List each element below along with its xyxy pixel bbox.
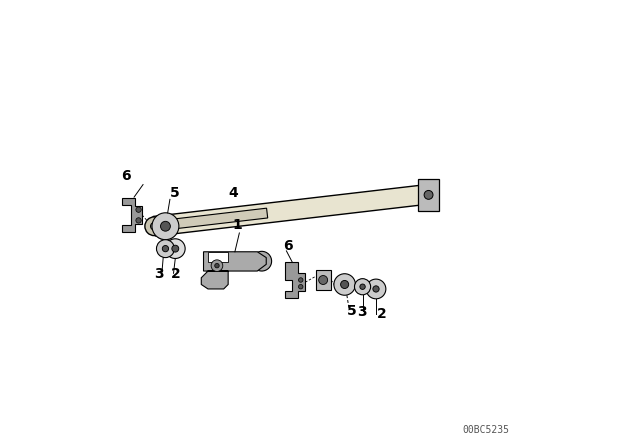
Polygon shape [419,179,439,211]
Circle shape [150,223,158,230]
Polygon shape [208,252,228,262]
Circle shape [298,278,303,282]
Circle shape [136,207,141,212]
Circle shape [334,274,355,295]
Circle shape [145,217,164,236]
Text: 5: 5 [170,186,180,200]
Text: 4: 4 [228,186,238,200]
Polygon shape [202,252,266,289]
Circle shape [373,286,379,292]
Circle shape [424,190,433,199]
Polygon shape [153,185,424,236]
Circle shape [161,221,170,231]
Circle shape [165,239,185,258]
Circle shape [211,260,223,271]
Circle shape [319,276,328,284]
Polygon shape [154,208,268,231]
Polygon shape [285,262,305,298]
Polygon shape [150,185,423,217]
Text: 5: 5 [347,304,356,318]
Circle shape [298,284,303,289]
Text: 1: 1 [233,218,243,233]
Circle shape [136,218,141,223]
Circle shape [156,240,174,258]
Circle shape [215,263,220,268]
Text: 3: 3 [154,267,164,281]
Text: 2: 2 [171,267,180,281]
Polygon shape [316,270,332,290]
Circle shape [340,280,349,289]
Polygon shape [122,198,142,232]
Circle shape [366,279,386,299]
Circle shape [355,279,371,295]
Circle shape [172,245,179,252]
Text: 3: 3 [357,305,367,319]
Text: 6: 6 [283,238,292,253]
Circle shape [154,216,177,241]
Circle shape [163,246,168,252]
Text: 00BC5235: 00BC5235 [462,425,509,435]
Text: 2: 2 [377,307,387,321]
Circle shape [360,284,365,289]
Text: 6: 6 [121,169,131,183]
Circle shape [252,251,271,271]
Circle shape [152,213,179,240]
